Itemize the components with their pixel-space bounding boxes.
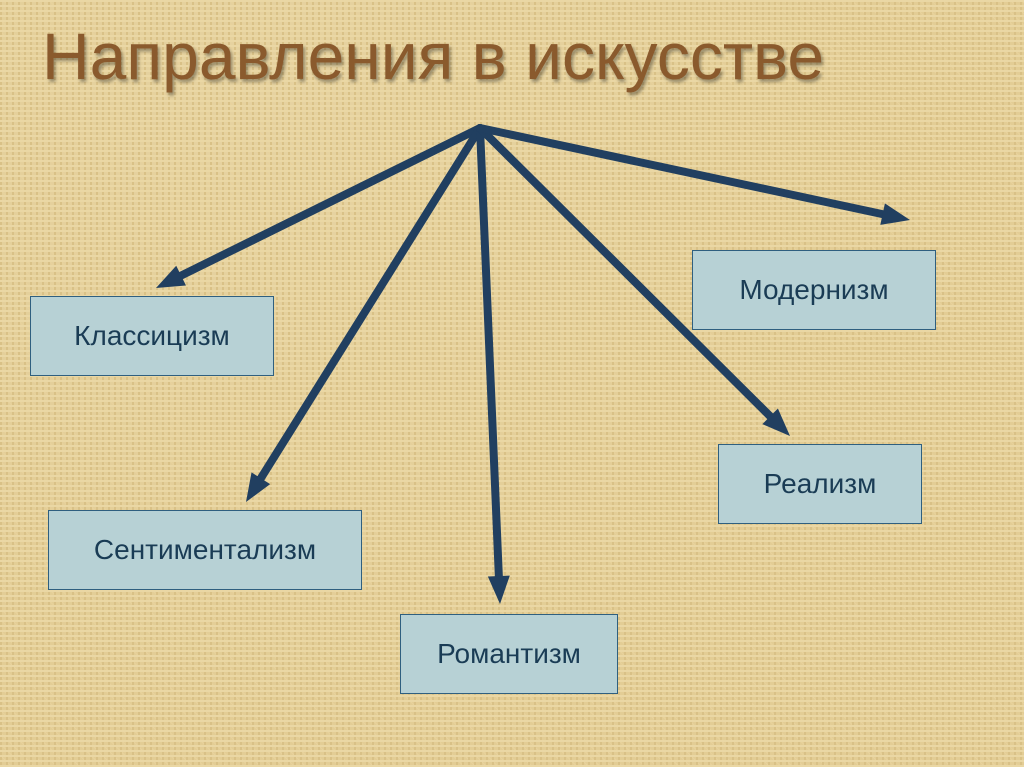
- node-label: Модернизм: [739, 274, 888, 306]
- arrowhead-icon: [880, 203, 910, 225]
- arrowhead-icon: [488, 576, 510, 604]
- node-label: Романтизм: [437, 638, 581, 670]
- arrowhead-icon: [156, 266, 186, 288]
- node-sentimentalism: Сентиментализм: [48, 510, 362, 590]
- edge-to-classicism: [179, 128, 480, 277]
- edge-to-modernism: [480, 128, 885, 215]
- arrowhead-icon: [762, 408, 790, 436]
- node-modernism: Модернизм: [692, 250, 936, 330]
- node-classicism: Классицизм: [30, 296, 274, 376]
- node-label: Классицизм: [74, 320, 230, 352]
- slide-root: Направления в искусстве Классицизм Модерн…: [0, 0, 1024, 767]
- arrowhead-icon: [246, 472, 270, 502]
- node-realism: Реализм: [718, 444, 922, 524]
- slide-title: Направления в искусстве: [42, 18, 824, 94]
- node-label: Сентиментализм: [94, 534, 316, 566]
- edge-to-sentimentalism: [259, 128, 480, 481]
- node-romanticism: Романтизм: [400, 614, 618, 694]
- edge-to-romanticism: [480, 128, 499, 579]
- node-label: Реализм: [764, 468, 877, 500]
